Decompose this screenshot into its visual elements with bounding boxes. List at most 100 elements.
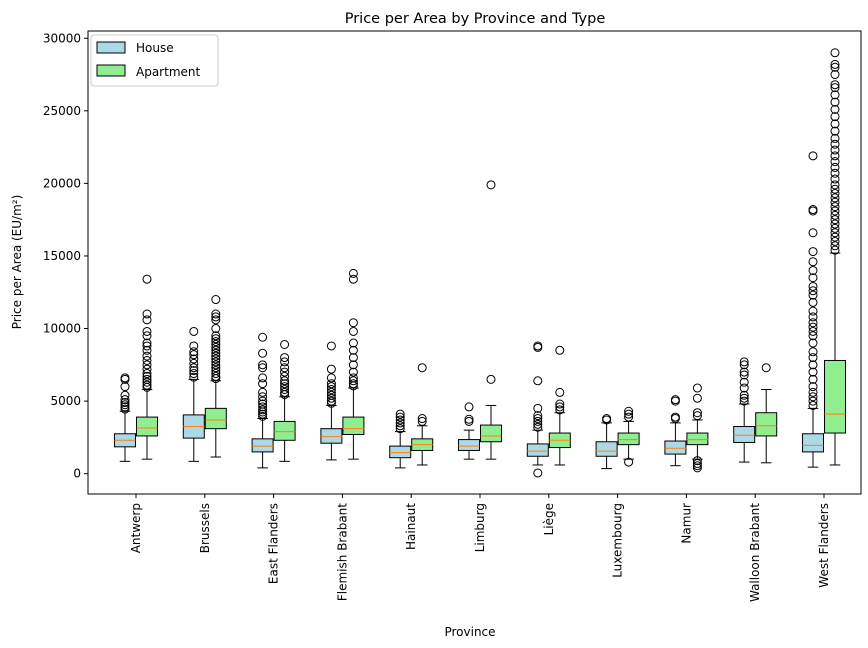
outlier-point bbox=[830, 112, 840, 122]
box-body bbox=[526, 443, 549, 457]
outlier-point bbox=[326, 393, 336, 403]
box-house-7 bbox=[595, 414, 618, 470]
outlier-point bbox=[808, 387, 818, 397]
outlier-point bbox=[142, 374, 152, 384]
outlier-point bbox=[808, 273, 818, 283]
box-body bbox=[273, 420, 296, 441]
outlier-point bbox=[211, 312, 221, 322]
outlier-point bbox=[211, 315, 221, 325]
outlier-point bbox=[624, 412, 634, 422]
outlier-point bbox=[142, 377, 152, 387]
box-apartment-3 bbox=[342, 268, 365, 460]
outlier-point bbox=[624, 457, 634, 467]
outlier-point bbox=[533, 422, 543, 432]
outlier-point bbox=[395, 418, 405, 428]
outlier-point bbox=[395, 409, 405, 419]
outlier-point bbox=[258, 411, 268, 421]
outlier-point bbox=[211, 334, 221, 344]
outlier-point bbox=[830, 206, 840, 216]
outlier-point bbox=[533, 419, 543, 429]
box-body bbox=[617, 432, 640, 446]
outlier-point bbox=[808, 374, 818, 384]
outlier-point bbox=[280, 387, 290, 397]
box-body bbox=[595, 441, 618, 457]
y-axis: 0 5000 10000 15000 20000 25000 30000 bbox=[43, 31, 88, 481]
legend-label-apartment: Apartment bbox=[136, 65, 200, 79]
outlier-point bbox=[830, 228, 840, 238]
outlier-point bbox=[739, 390, 749, 400]
outlier-point bbox=[326, 396, 336, 406]
outlier-point bbox=[761, 363, 771, 373]
outlier-point bbox=[830, 241, 840, 251]
outlier-point bbox=[258, 396, 268, 406]
outlier-point bbox=[348, 367, 358, 377]
outlier-point bbox=[830, 119, 840, 129]
outlier-point bbox=[348, 379, 358, 389]
outlier-point bbox=[830, 202, 840, 212]
outlier-point bbox=[348, 360, 358, 370]
plot-frame bbox=[87, 30, 862, 495]
outlier-point bbox=[189, 366, 199, 376]
outlier-point bbox=[189, 372, 199, 382]
outlier-point bbox=[692, 393, 702, 403]
box-apartment-7 bbox=[617, 406, 640, 467]
outlier-point bbox=[555, 405, 565, 415]
outlier-point bbox=[808, 360, 818, 370]
outlier-point bbox=[280, 353, 290, 363]
outlier-point bbox=[395, 424, 405, 434]
outlier-point bbox=[258, 348, 268, 358]
outlier-point bbox=[830, 151, 840, 161]
outlier-point bbox=[692, 411, 702, 421]
outlier-point bbox=[808, 265, 818, 275]
outlier-point bbox=[258, 392, 268, 402]
outlier-point bbox=[142, 369, 152, 379]
outlier-point bbox=[739, 357, 749, 367]
outlier-point bbox=[533, 416, 543, 426]
x-tick-label: Brussels bbox=[198, 503, 212, 553]
y-tick-label: 25000 bbox=[43, 104, 81, 118]
outlier-point bbox=[739, 393, 749, 403]
outlier-point bbox=[739, 383, 749, 393]
outlier-point bbox=[326, 384, 336, 394]
x-axis: Antwerp Brussels East Flanders Flemish Brab… bbox=[129, 494, 831, 602]
box-body bbox=[686, 432, 709, 446]
box-house-3 bbox=[320, 341, 343, 461]
outlier-point bbox=[211, 331, 221, 341]
outlier-point bbox=[280, 376, 290, 386]
outlier-point bbox=[395, 421, 405, 431]
box-house-1 bbox=[182, 326, 205, 462]
outlier-point bbox=[211, 295, 221, 305]
outlier-point bbox=[555, 402, 565, 412]
outlier-point bbox=[830, 232, 840, 242]
outlier-point bbox=[326, 364, 336, 374]
x-tick-label: Liège bbox=[542, 503, 556, 535]
outlier-point bbox=[808, 367, 818, 377]
box-apartment-4 bbox=[411, 363, 434, 466]
outlier-point bbox=[258, 387, 268, 397]
outlier-point bbox=[120, 398, 130, 408]
outlier-point bbox=[830, 184, 840, 194]
outlier-point bbox=[189, 354, 199, 364]
outlier-point bbox=[120, 382, 130, 392]
outlier-point bbox=[348, 326, 358, 336]
outlier-point bbox=[533, 341, 543, 351]
box-body bbox=[802, 433, 824, 453]
outlier-point bbox=[280, 340, 290, 350]
box-apartment-8 bbox=[686, 383, 709, 473]
outlier-point bbox=[830, 245, 840, 255]
chart-title: Price per Area by Province and Type bbox=[345, 11, 606, 27]
outlier-point bbox=[211, 345, 221, 355]
outlier-point bbox=[142, 326, 152, 336]
outlier-point bbox=[189, 369, 199, 379]
outlier-point bbox=[280, 379, 290, 389]
outlier-point bbox=[326, 379, 336, 389]
outlier-point bbox=[189, 358, 199, 368]
y-tick-label: 30000 bbox=[43, 31, 81, 45]
outlier-point bbox=[808, 382, 818, 392]
outlier-point bbox=[808, 257, 818, 267]
outlier-point bbox=[142, 338, 152, 348]
outlier-point bbox=[348, 318, 358, 328]
outlier-point bbox=[739, 360, 749, 370]
outlier-point bbox=[808, 338, 818, 348]
